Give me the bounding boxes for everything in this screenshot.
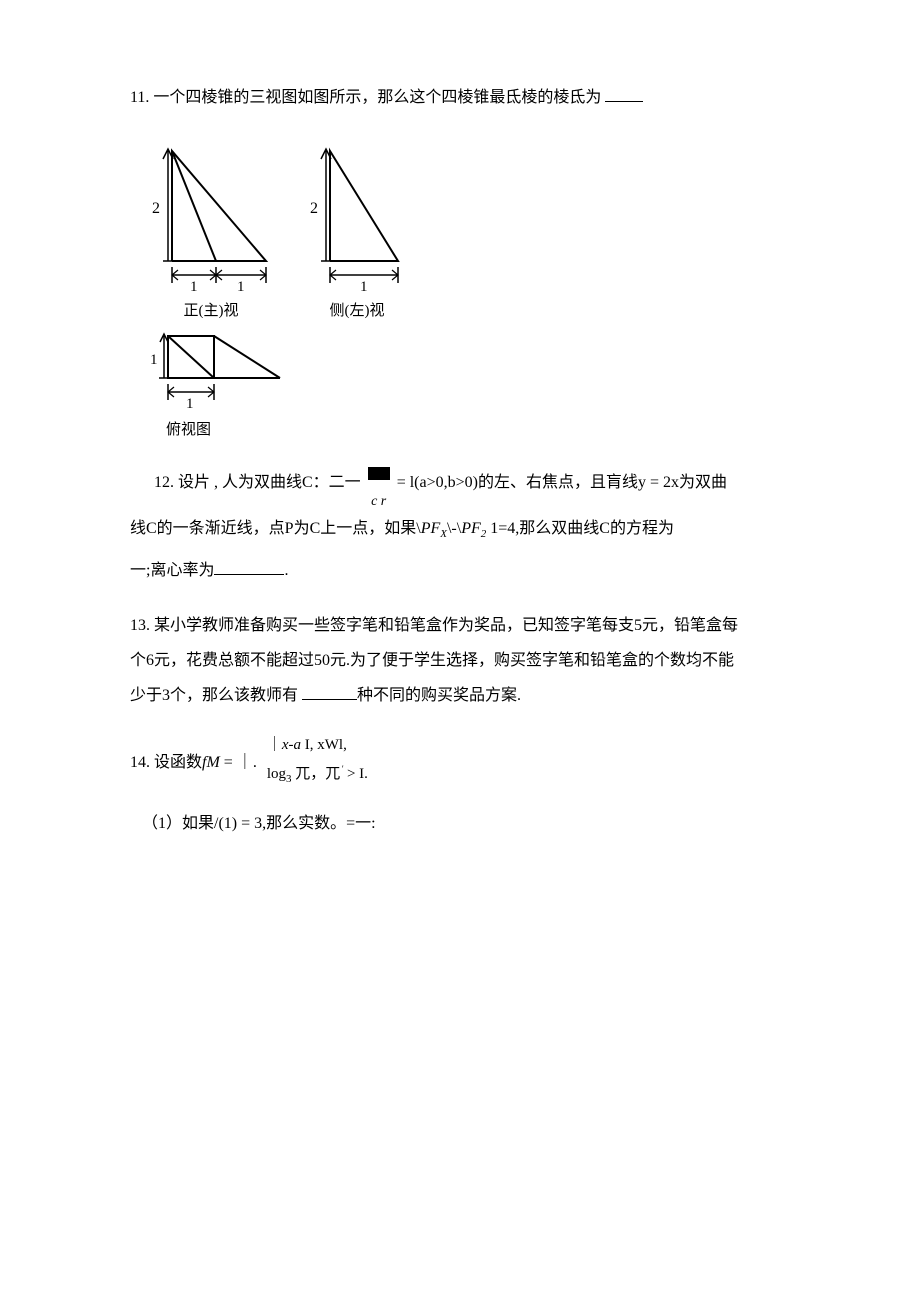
svg-text:1: 1 [150,352,158,368]
q12-l3-post: . [284,562,288,579]
q14-case1: ｜x-a I, xWl, [267,731,368,760]
q14-c2a: log [267,766,286,782]
q14-c2c: > I. [343,766,368,782]
q12-l2-post: 1=4,那么双曲线C的方程为 [486,520,674,537]
q13-line2: 个6元，花费总额不能超过50元.为了便于学生选择，购买签字笔和铅笔盒的个数均不能 [130,643,800,678]
q12-l3-pre: 一;离心率为 [130,562,214,579]
q13-l3-pre: 少于3个，那么该教师有 [130,687,298,704]
top-view-label: 俯视图 [166,418,800,439]
q13-line3: 少于3个，那么该教师有 种不同的购买奖品方案. [130,678,800,713]
q14-cases: ｜x-a I, xWl, log3 兀，兀' > I. [267,731,368,789]
front-view-svg: 2 1 1 [144,135,278,295]
q12-line3: 一;离心率为. [130,553,800,588]
q11-prompt: 11. 一个四棱锥的三视图如图所示，那么这个四棱锥最氐棱的棱氐为 [130,80,800,115]
q12-line1: 12. 设片 , 人为双曲线C：二一 c r = l(a>0,b>0)的左、右焦… [154,461,800,503]
q14-func-def: 14. 设函数fM = ｜. ｜x-a I, xWl, log3 兀，兀' > … [130,733,800,791]
q12-l2-pre: 线C的一条渐近线，点P为C上一点，如果\ [130,520,421,537]
q14: 14. 设函数fM = ｜. ｜x-a I, xWl, log3 兀，兀' > … [130,733,800,841]
svg-text:1: 1 [186,396,194,412]
q14-c1a: ｜ [267,737,282,753]
q12-pf2: PF [461,520,481,537]
q13-blank [302,686,357,700]
svg-text:1: 1 [360,279,368,295]
q14-case2: log3 兀，兀' > I. [267,760,368,790]
q14-c2b: 兀，兀 [292,766,341,782]
q14-c1var: x-a [282,737,301,753]
q11-top-figures: 2 1 1 正(主)视 2 [144,135,800,320]
q14-eq: = ｜. [220,754,257,771]
q14-c1b: I, xWl, [301,737,347,753]
q11-blank [605,88,643,102]
q12-mid: = l(a>0,b>0)的左、右焦点，且肓线y = 2x为双曲 [397,465,727,500]
svg-text:2: 2 [310,200,318,217]
svg-text:2: 2 [152,200,160,217]
svg-text:1: 1 [190,279,198,295]
q12: 12. 设片 , 人为双曲线C：二一 c r = l(a>0,b>0)的左、右焦… [130,461,800,588]
q14-fm: fM [202,754,220,771]
q12-mid2: \-\ [447,520,461,537]
q14-s1pre: （1）如果 [142,815,214,832]
svg-text:1: 1 [237,279,245,295]
black-box-icon [368,467,390,480]
q14-prompt-text: 14. 设函数 [130,754,202,771]
q14-prompt: 14. 设函数fM = ｜. [130,745,257,780]
q12-line2: 线C的一条渐近线，点P为C上一点，如果\PFX\-\PF2 1=4,那么双曲线C… [130,511,800,546]
side-view-label: 侧(左)视 [302,299,412,320]
side-view-figure: 2 1 侧(左)视 [302,135,412,320]
q12-pf1-sub: X [440,528,447,540]
q13-line1: 13. 某小学教师准备购买一些签字笔和铅笔盒作为奖品，已知签字笔每支5元，铅笔盒… [130,608,800,643]
top-view-svg: 1 1 [144,328,294,414]
q12-pf1: PF [421,520,441,537]
q12-blank [214,560,284,574]
q13: 13. 某小学教师准备购买一些签字笔和铅笔盒作为奖品，已知签字笔每支5元，铅笔盒… [130,608,800,714]
front-view-label: 正(主)视 [144,299,278,320]
q13-l3-post: 种不同的购买奖品方案. [357,687,521,704]
q12-frac: c r [365,467,393,509]
side-view-svg: 2 1 [302,135,412,295]
top-view-figure: 1 1 俯视图 [144,328,800,439]
q11-prompt-text: 11. 一个四棱锥的三视图如图所示，那么这个四棱锥最氐棱的棱氐为 [130,89,601,106]
q14-sub1: （1）如果/(1) = 3,那么实数。=一: [142,806,800,841]
q12-frac-den: c r [371,495,386,509]
front-view-figure: 2 1 1 正(主)视 [144,135,278,320]
q12-pre: 12. 设片 , 人为双曲线C：二一 [154,465,361,500]
q14-s1mid: /(1) = 3,那么实数。=一: [214,815,376,832]
